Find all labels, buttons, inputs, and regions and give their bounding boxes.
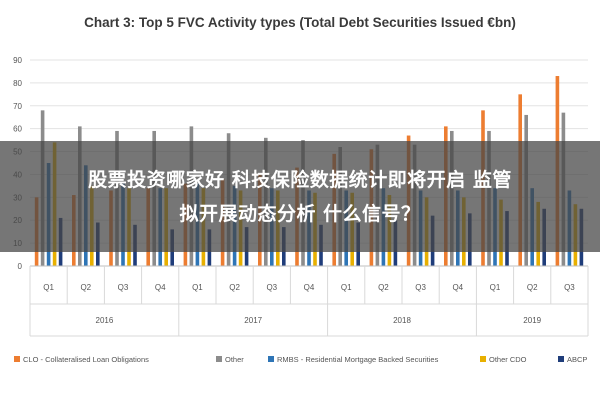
x-tick-label: Q3 (118, 283, 129, 292)
y-tick-label: 60 (13, 125, 22, 134)
legend-swatch (14, 356, 20, 362)
x-tick-label: Q3 (266, 283, 277, 292)
y-tick-label: 90 (13, 56, 22, 65)
x-tick-label: Q1 (490, 283, 501, 292)
legend-label: Other (225, 355, 244, 364)
x-axis: Q1 Q2 Q3 Q4 Q1 Q2 Q3 Q4 Q1 Q2 Q3 Q4 Q1 Q2 Q3 2016 2017 20… (29, 265, 589, 337)
chart-title: Chart 3: Top 5 FVC Activity types (Total… (84, 15, 516, 30)
legend-swatch (216, 356, 222, 362)
x-tick-label: Q1 (43, 283, 54, 292)
x-tick-label: Q2 (378, 283, 389, 292)
x-tick-label: Q4 (452, 283, 463, 292)
legend-swatch (480, 356, 486, 362)
x-tick-label: Q3 (415, 283, 426, 292)
x-tick-label: Q2 (527, 283, 538, 292)
y-tick-label: 0 (18, 262, 23, 271)
x-tick-label: Q1 (341, 283, 352, 292)
legend-swatch (558, 356, 564, 362)
legend-label: Other CDO (489, 355, 527, 364)
legend-label: CLO - Collateralised Loan Obligations (23, 355, 149, 364)
legend-label: ABCP (567, 355, 587, 364)
x-tick-label: Q2 (229, 283, 240, 292)
headline-line-1: 股票投资哪家好 科技保险数据统计即将开启 监管 (88, 168, 512, 191)
y-tick-label: 80 (13, 79, 22, 88)
x-tick-label: Q2 (80, 283, 91, 292)
legend-label: RMBS - Residential Mortgage Backed Secur… (277, 355, 439, 364)
year-label: 2017 (244, 316, 262, 325)
headline-text: 股票投资哪家好 科技保险数据统计即将开启 监管 拟开展动态分析 什么信号？ (15, 163, 585, 231)
year-label: 2018 (393, 316, 411, 325)
x-tick-label: Q1 (192, 283, 203, 292)
legend-swatch (268, 356, 274, 362)
headline-line-2: 拟开展动态分析 什么信号？ (179, 202, 421, 225)
x-tick-label: Q4 (155, 283, 166, 292)
year-label: 2019 (523, 316, 541, 325)
year-label: 2016 (96, 316, 114, 325)
x-tick-label: Q3 (564, 283, 575, 292)
x-tick-label: Q4 (304, 283, 315, 292)
y-tick-label: 70 (13, 102, 22, 111)
legend: CLO - Collateralised Loan Obligations Oth… (14, 355, 587, 364)
headline-overlay: 股票投资哪家好 科技保险数据统计即将开启 监管 拟开展动态分析 什么信号？ (0, 141, 600, 252)
